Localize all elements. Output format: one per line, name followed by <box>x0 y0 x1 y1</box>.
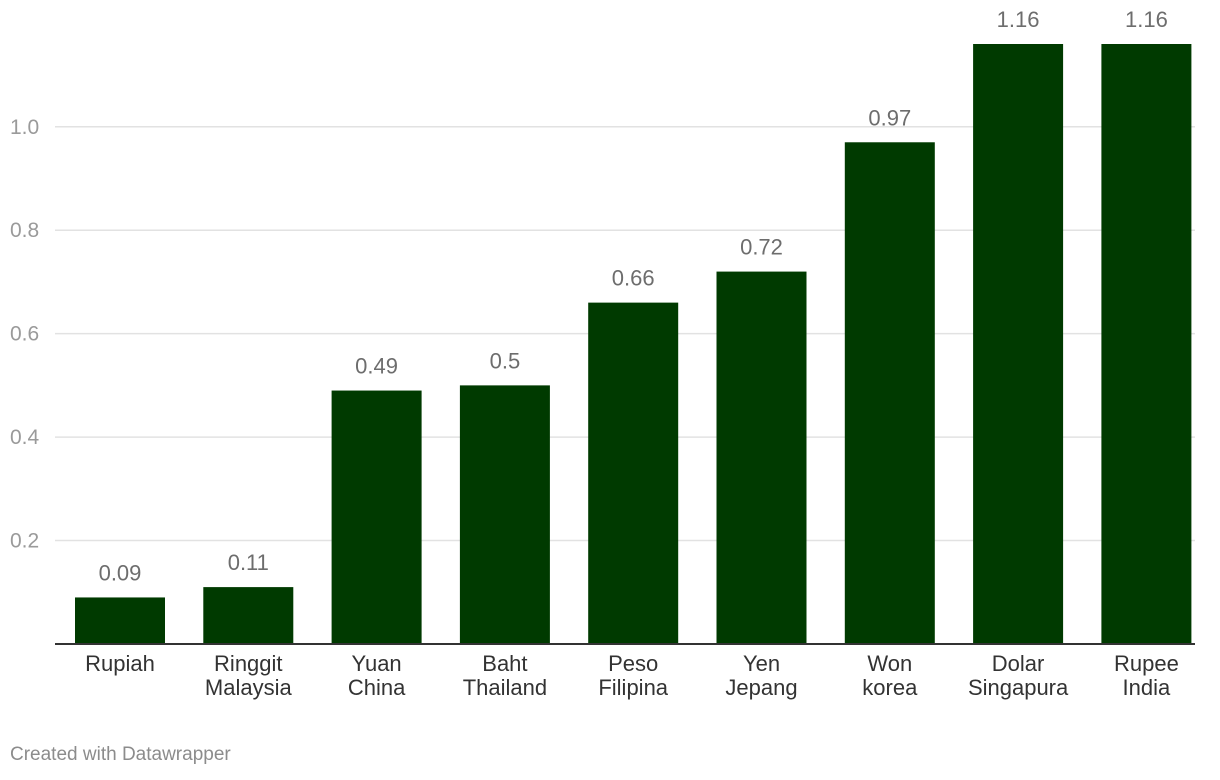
value-label: 1.16 <box>1125 7 1168 32</box>
value-label: 0.72 <box>740 235 783 260</box>
bar <box>75 597 165 644</box>
x-tick-label: Jepang <box>725 675 797 700</box>
x-tick-label: Singapura <box>968 675 1069 700</box>
x-tick-label: Peso <box>608 651 658 676</box>
y-tick-label: 0.8 <box>10 219 39 242</box>
value-label: 0.66 <box>612 266 655 291</box>
x-tick-label: Yuan <box>352 651 402 676</box>
value-label: 0.49 <box>355 354 398 379</box>
value-labels: 0.09 0.11 0.49 0.5 0.66 0.72 0.97 1.16 1.16 <box>99 7 1168 585</box>
value-label: 0.97 <box>868 105 911 130</box>
x-tick-label: India <box>1123 675 1171 700</box>
x-tick-label: korea <box>862 675 918 700</box>
bar <box>203 587 294 644</box>
x-tick-label: Malaysia <box>205 675 293 700</box>
bar <box>844 142 935 644</box>
x-tick-label: Thailand <box>463 675 547 700</box>
y-tick-label: 0.2 <box>10 530 39 553</box>
y-tick-label: 0.6 <box>10 323 39 346</box>
y-tick-label: 1.0 <box>10 116 39 139</box>
x-tick-label: Baht <box>482 651 527 676</box>
bar <box>1101 44 1192 644</box>
x-tick-label: Ringgit <box>214 651 282 676</box>
bar <box>973 44 1064 644</box>
x-tick-label: Rupiah <box>85 651 155 676</box>
credit-text: Created with Datawrapper <box>10 744 231 765</box>
x-tick-label: Rupee <box>1114 651 1179 676</box>
bar <box>588 302 679 644</box>
x-tick-label: Won <box>867 651 912 676</box>
value-label: 0.11 <box>228 550 269 575</box>
bar <box>716 271 807 644</box>
bar <box>331 390 422 644</box>
bars <box>75 44 1192 644</box>
x-tick-label: Filipina <box>598 675 668 700</box>
x-tick-label: Yen <box>743 651 780 676</box>
y-tick-label: 0.4 <box>10 426 40 449</box>
value-label: 1.16 <box>997 7 1040 32</box>
bar <box>459 385 550 644</box>
x-tick-label: Dolar <box>992 651 1045 676</box>
x-tick-label: China <box>348 675 406 700</box>
value-label: 0.09 <box>99 560 142 585</box>
value-label: 0.5 <box>490 348 521 373</box>
y-axis-ticks: 0.2 0.4 0.6 0.8 1.0 <box>10 116 40 553</box>
